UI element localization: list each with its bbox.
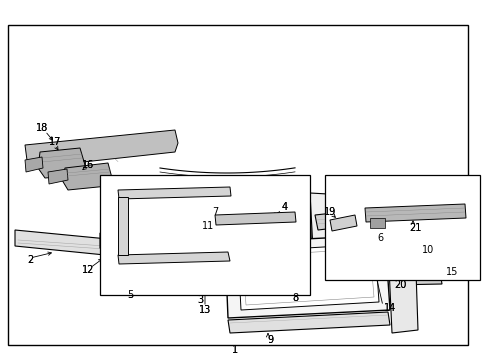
Polygon shape xyxy=(105,200,238,285)
Polygon shape xyxy=(228,312,390,333)
Polygon shape xyxy=(215,212,296,225)
Polygon shape xyxy=(25,157,43,172)
Text: 12: 12 xyxy=(82,265,94,275)
Polygon shape xyxy=(210,215,275,234)
Text: 1: 1 xyxy=(232,345,238,355)
Text: 16: 16 xyxy=(82,160,94,170)
Polygon shape xyxy=(118,252,230,264)
Polygon shape xyxy=(15,230,108,255)
Text: 1: 1 xyxy=(232,345,238,355)
Text: 4: 4 xyxy=(282,202,288,212)
Text: 16: 16 xyxy=(82,160,94,170)
Text: 5: 5 xyxy=(127,290,133,300)
Text: 13: 13 xyxy=(199,305,211,315)
Bar xyxy=(8,25,468,345)
Text: 3: 3 xyxy=(197,295,203,305)
Polygon shape xyxy=(62,163,112,190)
Text: 15: 15 xyxy=(446,267,458,277)
Text: 5: 5 xyxy=(127,290,133,300)
Polygon shape xyxy=(315,202,437,230)
Text: 3: 3 xyxy=(197,295,203,305)
Polygon shape xyxy=(175,193,312,278)
Text: 19: 19 xyxy=(324,207,336,217)
Text: 7: 7 xyxy=(212,207,218,217)
Text: 11: 11 xyxy=(202,221,214,231)
Bar xyxy=(100,175,310,295)
Text: 10: 10 xyxy=(422,245,434,255)
Polygon shape xyxy=(388,242,418,333)
Polygon shape xyxy=(238,244,379,310)
Text: 15: 15 xyxy=(446,267,458,277)
Text: 14: 14 xyxy=(384,303,396,313)
Text: 4: 4 xyxy=(282,202,288,212)
Text: 7: 7 xyxy=(212,207,218,217)
Polygon shape xyxy=(390,272,442,285)
Text: 8: 8 xyxy=(292,293,298,303)
Text: 18: 18 xyxy=(36,123,48,133)
Polygon shape xyxy=(25,130,178,168)
Text: 21: 21 xyxy=(409,223,421,233)
Polygon shape xyxy=(370,218,385,228)
Polygon shape xyxy=(225,235,390,318)
Polygon shape xyxy=(310,193,438,272)
Polygon shape xyxy=(365,204,466,222)
Text: 21: 21 xyxy=(409,223,421,233)
Text: 6: 6 xyxy=(377,233,383,243)
Polygon shape xyxy=(100,233,115,252)
Text: 9: 9 xyxy=(267,335,273,345)
Text: 2: 2 xyxy=(27,255,33,265)
Text: 10: 10 xyxy=(422,245,434,255)
Polygon shape xyxy=(205,230,268,247)
Text: 2: 2 xyxy=(27,255,33,265)
Text: 9: 9 xyxy=(267,335,273,345)
Polygon shape xyxy=(330,215,357,231)
Text: 14: 14 xyxy=(384,303,396,313)
Polygon shape xyxy=(38,148,85,178)
Text: 17: 17 xyxy=(49,137,61,147)
Text: 17: 17 xyxy=(49,137,61,147)
Text: 20: 20 xyxy=(394,280,406,290)
Polygon shape xyxy=(118,187,231,199)
Text: 19: 19 xyxy=(324,207,336,217)
Text: 18: 18 xyxy=(36,123,48,133)
Text: 8: 8 xyxy=(292,293,298,303)
Text: 12: 12 xyxy=(82,265,94,275)
Polygon shape xyxy=(118,197,128,255)
Bar xyxy=(325,175,480,280)
Polygon shape xyxy=(48,169,68,184)
Text: 13: 13 xyxy=(199,305,211,315)
Text: 11: 11 xyxy=(202,221,214,231)
Text: 6: 6 xyxy=(377,233,383,243)
Text: 20: 20 xyxy=(394,280,406,290)
